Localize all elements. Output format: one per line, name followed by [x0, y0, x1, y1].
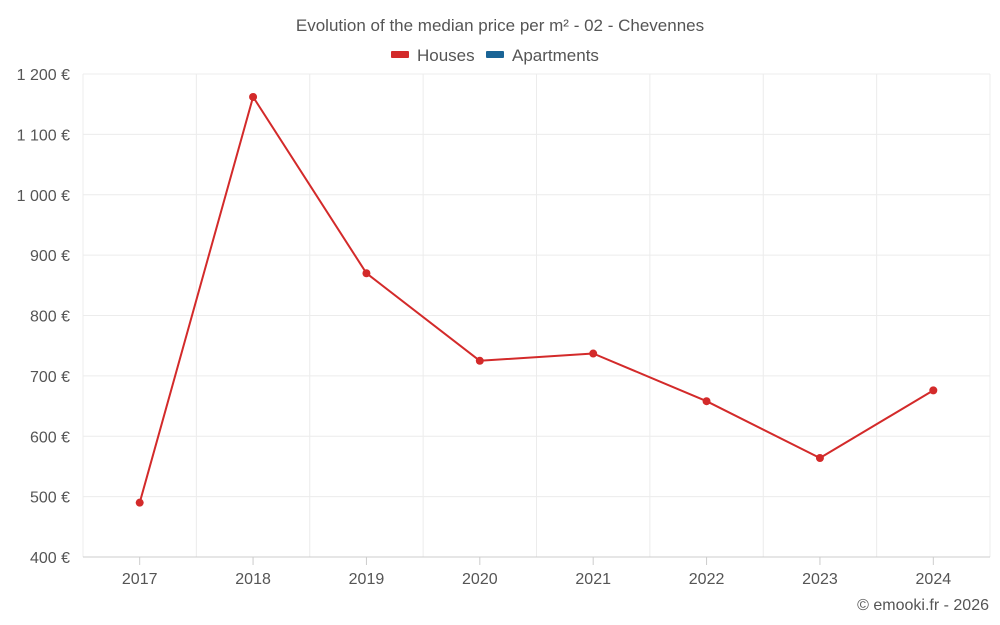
legend-label-houses: Houses: [417, 46, 475, 65]
x-tick-label: 2019: [349, 571, 385, 588]
data-point-houses[interactable]: [475, 356, 484, 365]
series-line-houses: [138, 95, 934, 503]
y-tick-label: 800 €: [30, 309, 70, 326]
credit: © emooki.fr - 2026: [857, 597, 989, 614]
data-point-houses[interactable]: [249, 92, 258, 101]
series-layer: [135, 92, 938, 507]
grid: [82, 73, 991, 558]
y-tick-label: 400 €: [30, 550, 70, 567]
x-tick-label: 2017: [122, 571, 158, 588]
legend-label-apartments: Apartments: [512, 46, 599, 65]
legend-swatch-houses: [391, 51, 409, 58]
x-tick-label: 2023: [802, 571, 838, 588]
x-tick-label: 2024: [916, 571, 952, 588]
chart-title: Evolution of the median price per m² - 0…: [296, 16, 704, 35]
legend-swatch-apartments: [486, 51, 504, 58]
x-tick-label: 2022: [689, 571, 725, 588]
y-tick-label: 1 100 €: [17, 127, 70, 144]
y-tick-label: 700 €: [30, 369, 70, 386]
data-point-houses[interactable]: [702, 397, 711, 406]
x-tick-label: 2020: [462, 571, 498, 588]
data-point-houses[interactable]: [135, 498, 144, 507]
y-tick-label: 900 €: [30, 248, 70, 265]
y-tick-label: 600 €: [30, 429, 70, 446]
legend-item-apartments[interactable]: Apartments: [486, 46, 599, 65]
y-tick-label: 500 €: [30, 490, 70, 507]
y-tick-label: 1 000 €: [17, 188, 70, 205]
data-point-houses[interactable]: [589, 349, 598, 358]
data-point-houses[interactable]: [815, 453, 824, 462]
x-axis: 2017 2018 2019 2020 2021 2022 2023 2024: [83, 556, 990, 588]
legend-item-houses[interactable]: Houses: [391, 46, 475, 65]
x-tick-label: 2021: [575, 571, 611, 588]
data-point-houses[interactable]: [362, 269, 371, 278]
y-axis: 400 € 500 € 600 € 700 € 800 € 900 € 1 000 € 1 1…: [17, 67, 70, 567]
x-tick-label: 2018: [235, 571, 271, 588]
data-point-houses[interactable]: [929, 386, 938, 395]
y-tick-label: 1 200 €: [17, 67, 70, 84]
legend: Houses Apartments: [391, 46, 599, 65]
